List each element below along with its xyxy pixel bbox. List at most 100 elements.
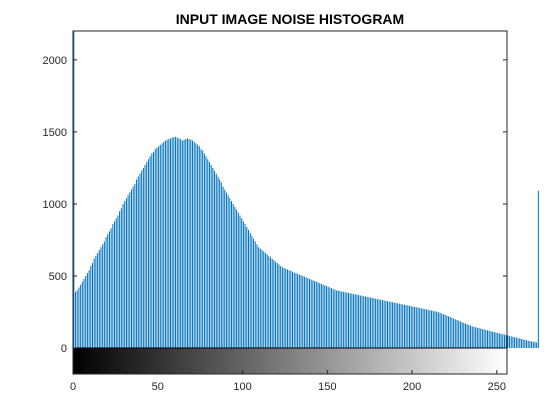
histogram-bar bbox=[375, 298, 377, 349]
y-tick-label: 2000 bbox=[43, 55, 67, 67]
histogram-bar bbox=[510, 336, 512, 349]
histogram-bar bbox=[493, 332, 495, 349]
histogram-bar bbox=[192, 140, 194, 349]
histogram-bar bbox=[344, 292, 346, 349]
y-tick-label: 1500 bbox=[43, 127, 67, 139]
histogram-bar bbox=[244, 224, 246, 349]
histogram-bar bbox=[256, 244, 258, 349]
histogram-bar bbox=[159, 144, 161, 349]
histogram-bar bbox=[258, 247, 260, 349]
histogram-bar bbox=[514, 337, 516, 349]
histogram-bar bbox=[119, 211, 121, 349]
histogram-bar bbox=[524, 339, 526, 349]
histogram-bar bbox=[137, 176, 139, 349]
histogram-bar bbox=[105, 237, 107, 349]
histogram-bar bbox=[395, 302, 397, 349]
histogram-bar bbox=[147, 159, 149, 349]
histogram-bar bbox=[146, 162, 148, 349]
histogram-bar bbox=[527, 340, 529, 349]
histogram-bar bbox=[359, 295, 361, 349]
histogram-bar bbox=[80, 284, 82, 349]
histogram-bar bbox=[297, 273, 299, 349]
histogram-bar bbox=[410, 306, 412, 349]
histogram-bar bbox=[425, 309, 427, 349]
histogram-bar bbox=[459, 321, 461, 349]
histogram-bar bbox=[208, 162, 210, 349]
histogram-bar bbox=[117, 215, 119, 349]
histogram-bar bbox=[498, 333, 500, 349]
histogram-bar bbox=[320, 283, 322, 349]
histogram-bar bbox=[281, 267, 283, 349]
histogram-bar bbox=[210, 165, 212, 349]
histogram-bar bbox=[251, 235, 253, 349]
histogram-bar bbox=[532, 341, 534, 349]
y-tick-label: 500 bbox=[49, 271, 67, 283]
histogram-bar bbox=[100, 247, 102, 349]
histogram-bar bbox=[85, 276, 87, 349]
x-tick-label: 200 bbox=[403, 381, 421, 393]
histogram-bar bbox=[241, 218, 243, 349]
histogram-bar bbox=[378, 299, 380, 349]
histogram-bar bbox=[253, 238, 255, 349]
histogram-bar bbox=[376, 299, 378, 349]
histogram-bar bbox=[95, 255, 97, 349]
histogram-bar bbox=[271, 258, 273, 349]
histogram-bar bbox=[400, 304, 402, 349]
x-tick-label: 0 bbox=[70, 381, 76, 393]
histogram-bar bbox=[422, 308, 424, 349]
histogram-bar bbox=[268, 255, 270, 349]
histogram-bar bbox=[522, 339, 524, 349]
histogram-bar bbox=[78, 287, 80, 349]
y-tick-label: 0 bbox=[61, 343, 67, 355]
plot-area: 0 50 100 150 200 250 0 500 1000 1500 2000 bbox=[43, 30, 539, 393]
histogram-bar bbox=[385, 300, 387, 349]
histogram-bar bbox=[124, 201, 126, 349]
histogram-bar bbox=[86, 273, 88, 349]
histogram-bar bbox=[308, 278, 311, 349]
histogram-bar bbox=[463, 322, 465, 349]
x-axis-ticks: 0 50 100 150 200 250 bbox=[70, 370, 506, 393]
histogram-bar bbox=[136, 179, 138, 349]
histogram-bar bbox=[388, 301, 390, 349]
histogram-bar bbox=[83, 278, 85, 349]
histogram-bar bbox=[164, 140, 166, 349]
histogram-bar bbox=[108, 231, 110, 349]
histogram-bar bbox=[129, 192, 131, 349]
histogram-bar bbox=[414, 306, 416, 349]
histogram-bar bbox=[470, 325, 472, 349]
histogram-bar bbox=[525, 340, 528, 349]
histogram-bar bbox=[280, 265, 282, 349]
histogram-bar bbox=[197, 144, 199, 349]
y-axis-ticks: 0 500 1000 1500 2000 bbox=[43, 55, 507, 355]
histogram-bar bbox=[336, 290, 338, 349]
histogram-bar bbox=[537, 190, 539, 349]
histogram-bar bbox=[415, 307, 417, 349]
histogram-bar bbox=[319, 283, 321, 349]
histogram-bar bbox=[214, 170, 216, 349]
histogram-bar bbox=[405, 305, 407, 349]
histogram-bar bbox=[102, 244, 104, 349]
histogram-bar bbox=[141, 170, 143, 349]
histogram-bar bbox=[285, 268, 287, 349]
histogram-bar bbox=[454, 319, 456, 349]
histogram-bar bbox=[166, 139, 168, 349]
histogram-bar bbox=[531, 341, 533, 349]
histogram-bar bbox=[478, 328, 480, 349]
histogram-bar bbox=[302, 276, 304, 349]
histogram-bar bbox=[275, 261, 277, 349]
histogram-bar bbox=[397, 303, 399, 349]
histogram-bar bbox=[364, 296, 366, 349]
histogram-bar bbox=[427, 309, 429, 349]
histogram-bar bbox=[346, 292, 348, 349]
histogram-bar bbox=[198, 146, 200, 349]
histogram-bar bbox=[114, 221, 116, 349]
histogram-bar bbox=[310, 279, 312, 349]
histogram-bar bbox=[386, 301, 388, 349]
histogram-bar bbox=[292, 271, 294, 349]
histogram-bar bbox=[259, 248, 261, 349]
histogram-bar bbox=[144, 165, 146, 349]
histogram-bar bbox=[242, 221, 244, 349]
histogram-bar bbox=[331, 288, 333, 349]
histogram-bar bbox=[139, 173, 141, 349]
histogram-bar bbox=[444, 314, 446, 349]
